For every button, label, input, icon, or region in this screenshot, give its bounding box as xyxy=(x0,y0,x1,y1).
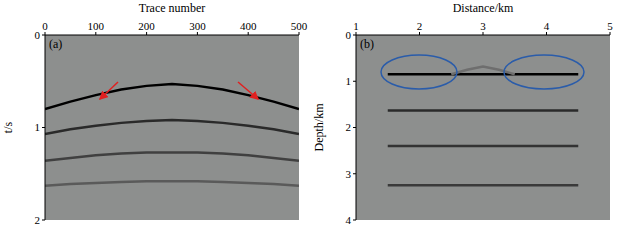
svg-text:200: 200 xyxy=(138,20,155,32)
svg-text:0: 0 xyxy=(42,20,48,32)
svg-text:1: 1 xyxy=(346,75,352,87)
svg-text:t/s: t/s xyxy=(1,122,15,134)
svg-text:4: 4 xyxy=(544,20,550,32)
svg-text:300: 300 xyxy=(189,20,206,32)
svg-text:3: 3 xyxy=(480,20,486,32)
svg-text:4: 4 xyxy=(346,214,352,226)
svg-text:3: 3 xyxy=(346,168,352,180)
svg-text:Distance/km: Distance/km xyxy=(453,1,514,15)
svg-text:1: 1 xyxy=(353,20,359,32)
svg-text:2: 2 xyxy=(35,214,41,226)
svg-text:0: 0 xyxy=(35,29,41,41)
svg-text:Trace number: Trace number xyxy=(139,1,206,15)
svg-text:5: 5 xyxy=(607,20,613,32)
svg-text:500: 500 xyxy=(291,20,308,32)
svg-text:2: 2 xyxy=(346,121,352,133)
svg-text:2: 2 xyxy=(417,20,423,32)
html-text:(a): (a) xyxy=(49,37,63,51)
svg-text:400: 400 xyxy=(240,20,257,32)
html-text:(b): (b) xyxy=(360,37,374,51)
svg-text:0: 0 xyxy=(346,29,352,41)
svg-text:1: 1 xyxy=(35,121,41,133)
svg-text:Depth/km: Depth/km xyxy=(312,103,326,152)
svg-text:100: 100 xyxy=(88,20,105,32)
